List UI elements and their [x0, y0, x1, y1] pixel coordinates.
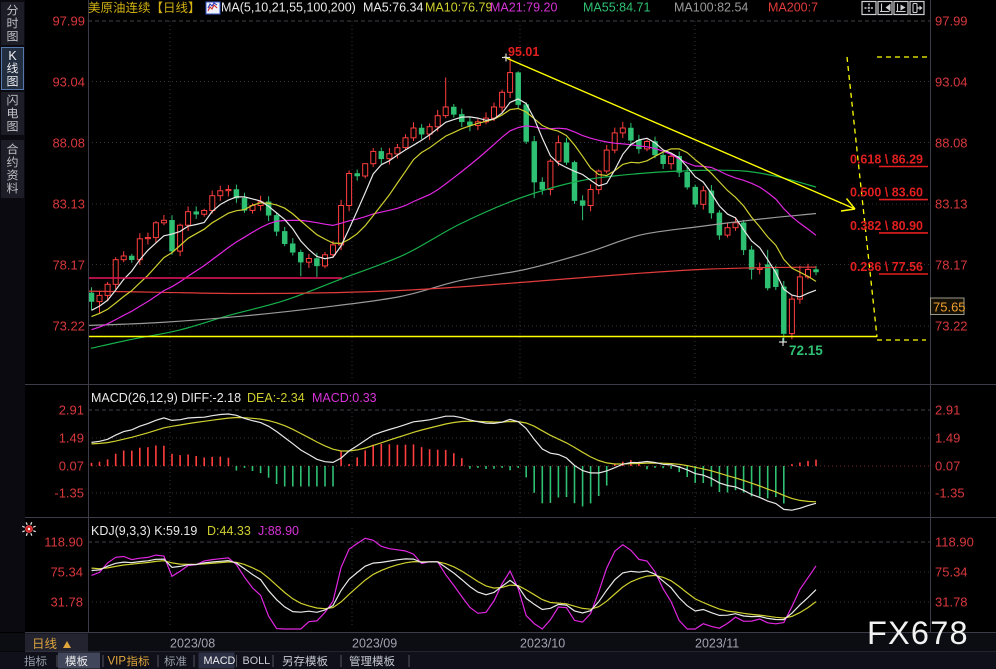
svg-text:0.236 \ 77.56: 0.236 \ 77.56: [850, 260, 923, 274]
svg-text:0.500 \ 83.60: 0.500 \ 83.60: [850, 186, 923, 200]
svg-text:72.15: 72.15: [789, 343, 823, 358]
svg-text:78.17: 78.17: [52, 257, 85, 272]
svg-text:93.04: 93.04: [935, 74, 968, 89]
svg-text:118.90: 118.90: [44, 535, 83, 550]
svg-text:88.08: 88.08: [52, 135, 85, 150]
svg-text:MA5:76.34: MA5:76.34: [363, 1, 424, 15]
svg-text:97.99: 97.99: [52, 14, 85, 29]
svg-text:MACD(26,12,9) DIFF:-2.18: MACD(26,12,9) DIFF:-2.18: [91, 391, 241, 405]
svg-text:73.22: 73.22: [52, 318, 85, 333]
svg-text:2.91: 2.91: [59, 403, 84, 418]
svg-text:MA55:84.71: MA55:84.71: [583, 1, 650, 15]
svg-text:31.78: 31.78: [50, 595, 83, 610]
svg-text:MA(5,10,21,55,100,200): MA(5,10,21,55,100,200): [221, 1, 356, 15]
svg-text:2023/11: 2023/11: [695, 637, 739, 651]
svg-text:MA10:76.79: MA10:76.79: [425, 1, 492, 15]
svg-text:VIP: VIP: [108, 656, 127, 668]
svg-text:BOLL: BOLL: [243, 655, 271, 667]
svg-text:97.99: 97.99: [935, 14, 968, 29]
svg-text:2023/08: 2023/08: [170, 637, 215, 651]
svg-text:K: K: [8, 49, 17, 63]
svg-text:2.91: 2.91: [935, 403, 960, 418]
svg-text:2023/09: 2023/09: [352, 637, 397, 651]
svg-text:J:88.90: J:88.90: [258, 524, 299, 538]
svg-text:31.78: 31.78: [935, 595, 968, 610]
svg-text:DEA:-2.34: DEA:-2.34: [247, 391, 305, 405]
svg-text:118.90: 118.90: [935, 535, 974, 550]
svg-text:MACD:0.33: MACD:0.33: [312, 391, 377, 405]
svg-text:-1.35: -1.35: [935, 486, 965, 501]
svg-text:-1.35: -1.35: [54, 486, 84, 501]
svg-text:75.34: 75.34: [50, 565, 83, 580]
svg-text:95.01: 95.01: [508, 45, 539, 59]
svg-text:0.07: 0.07: [59, 459, 84, 474]
svg-text:83.13: 83.13: [935, 196, 968, 211]
svg-text:MA21:79.20: MA21:79.20: [490, 1, 557, 15]
svg-text:83.13: 83.13: [52, 196, 85, 211]
svg-text:D:44.33: D:44.33: [207, 524, 251, 538]
svg-text:FX678: FX678: [867, 615, 969, 651]
svg-text:1.49: 1.49: [935, 431, 960, 446]
svg-text:75.34: 75.34: [935, 565, 968, 580]
svg-text:0.07: 0.07: [935, 459, 960, 474]
svg-text:2023/10: 2023/10: [520, 637, 565, 651]
svg-text:93.04: 93.04: [52, 74, 85, 89]
svg-text:78.17: 78.17: [935, 257, 968, 272]
svg-text:0.382 \ 80.90: 0.382 \ 80.90: [850, 219, 923, 233]
svg-text:1.49: 1.49: [59, 431, 84, 446]
svg-text:75.65: 75.65: [933, 300, 966, 315]
svg-text:88.08: 88.08: [935, 135, 968, 150]
svg-text:KDJ(9,3,3) K:59.19: KDJ(9,3,3) K:59.19: [91, 524, 197, 538]
svg-text:MA200:7: MA200:7: [768, 1, 818, 15]
svg-text:MACD: MACD: [204, 655, 236, 667]
svg-text:MA100:82.54: MA100:82.54: [674, 1, 748, 15]
svg-text:0.618 \ 86.29: 0.618 \ 86.29: [850, 153, 923, 167]
svg-text:73.22: 73.22: [935, 318, 968, 333]
